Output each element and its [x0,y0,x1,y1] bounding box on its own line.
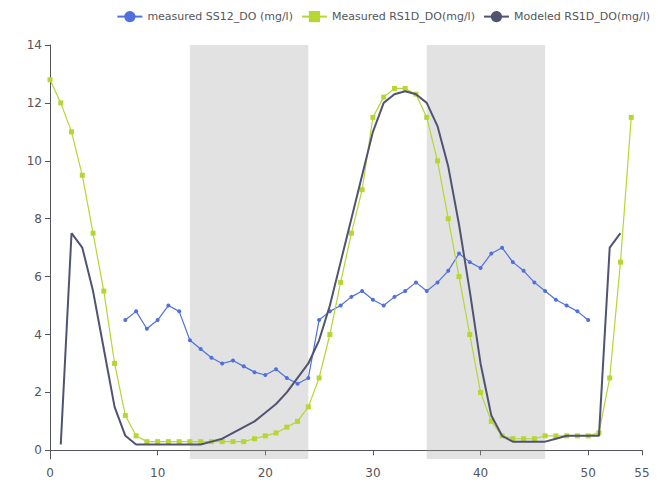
svg-text:55: 55 [634,466,649,480]
svg-text:Measured RS1D_DO(mg/l): Measured RS1D_DO(mg/l) [332,10,475,23]
svg-text:14: 14 [27,38,42,52]
svg-text:10: 10 [27,154,42,168]
svg-text:6: 6 [34,270,42,284]
svg-text:0: 0 [46,466,54,480]
svg-text:40: 40 [473,466,488,480]
svg-text:10: 10 [150,466,165,480]
svg-text:2: 2 [34,385,42,399]
svg-text:8: 8 [34,212,42,226]
svg-text:30: 30 [365,466,380,480]
svg-text:Modeled RS1D_DO(mg/l): Modeled RS1D_DO(mg/l) [514,10,650,23]
svg-text:4: 4 [34,328,42,342]
svg-text:measured SS12_DO (mg/l): measured SS12_DO (mg/l) [147,10,293,23]
svg-text:20: 20 [258,466,273,480]
svg-text:50: 50 [581,466,596,480]
svg-text:0: 0 [34,443,42,457]
svg-text:12: 12 [27,96,42,110]
